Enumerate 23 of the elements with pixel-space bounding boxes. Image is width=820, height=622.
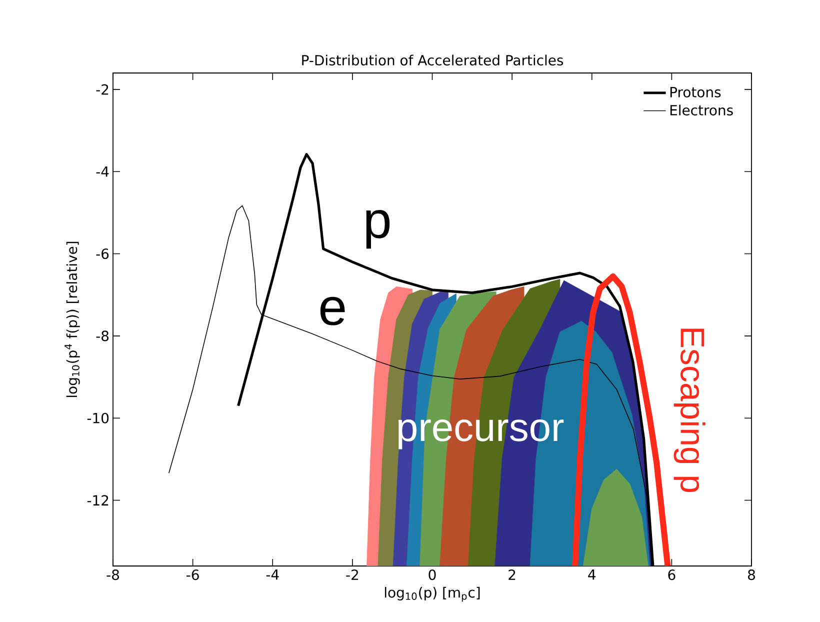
x-axis-title: log$_{10}$(p) [m$_{p}$c] xyxy=(384,586,480,602)
y-tick-label: -2 xyxy=(96,84,108,95)
x-tick-label: -4 xyxy=(266,570,279,580)
annotation: p xyxy=(366,210,390,249)
annotation: e xyxy=(320,296,345,326)
x-tick-label: 2 xyxy=(508,570,516,580)
x-tick-label: 8 xyxy=(748,570,755,580)
y-tick-label: -8 xyxy=(96,330,109,342)
annotation: Escaping p xyxy=(674,328,706,492)
x-tick-label: 0 xyxy=(428,570,436,580)
y-tick-label: -6 xyxy=(96,248,109,260)
x-tick-label: 6 xyxy=(668,570,676,580)
x-tick-label: -6 xyxy=(186,570,199,580)
chart-title: P-Distribution of Accelerated Particles xyxy=(302,54,564,66)
y-tick-label: -12 xyxy=(87,495,108,506)
y-axis-title: log$_{10}$(p$^{4}$ f(p)) [relative] xyxy=(64,242,80,398)
x-tick-label: -2 xyxy=(346,570,358,580)
x-tick-label: -8 xyxy=(106,570,120,580)
x-tick-label: 4 xyxy=(588,570,596,580)
legend-label: Electrons xyxy=(670,104,733,116)
y-tick-label: -10 xyxy=(87,412,109,424)
legend-label: Protons xyxy=(670,87,721,98)
y-tick-label: -4 xyxy=(96,166,109,177)
